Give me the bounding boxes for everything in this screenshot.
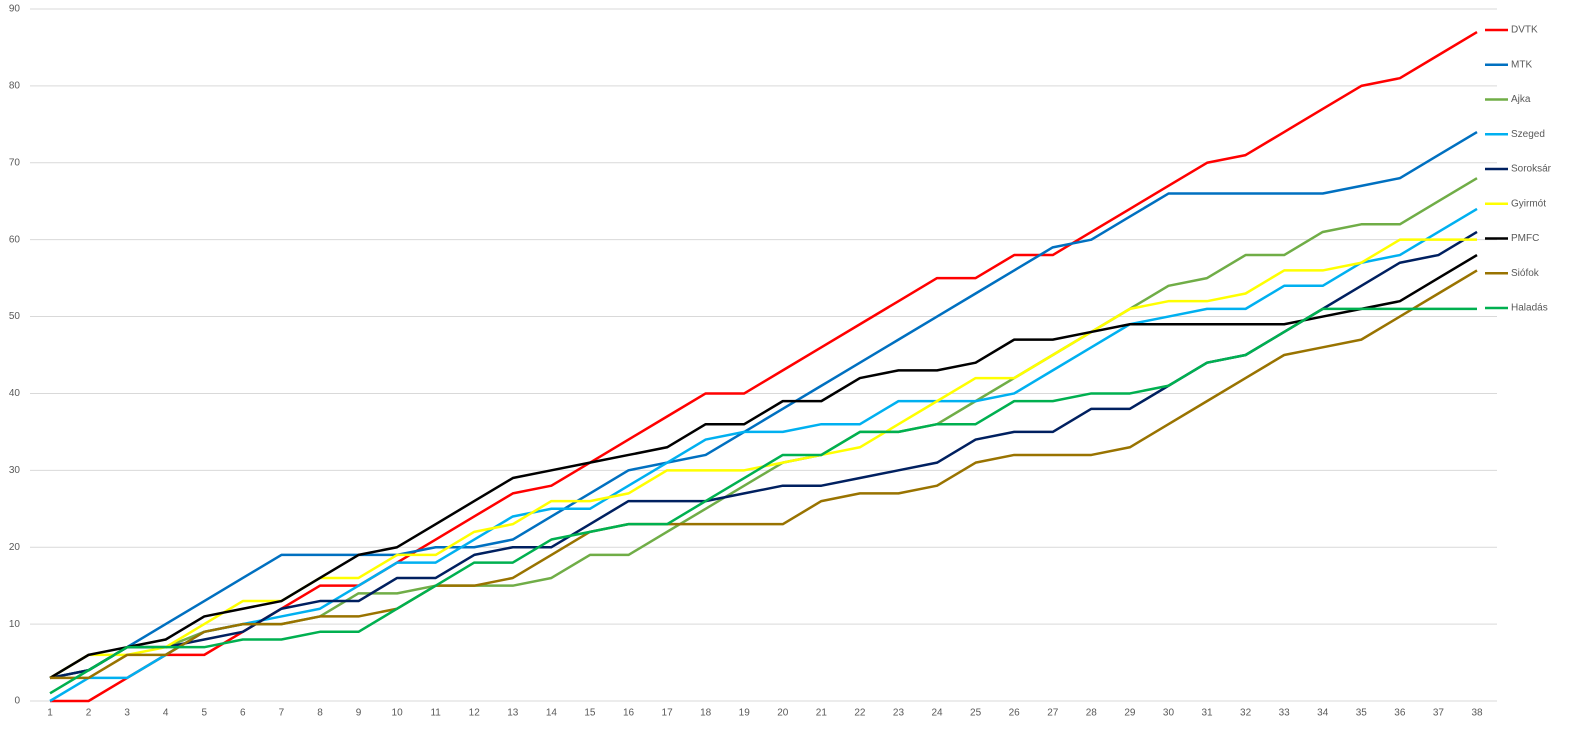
x-tick-label: 36 bbox=[1394, 708, 1406, 719]
y-tick-label: 80 bbox=[9, 81, 21, 92]
x-tick-label: 12 bbox=[469, 708, 481, 719]
x-tick-label: 15 bbox=[584, 708, 596, 719]
x-tick-label: 38 bbox=[1471, 708, 1483, 719]
series-line bbox=[49, 177, 1478, 680]
x-tick-label: 22 bbox=[854, 708, 866, 719]
x-tick-label: 13 bbox=[507, 708, 519, 719]
legend-label: Ajka bbox=[1511, 94, 1531, 105]
legend-label: Haladás bbox=[1511, 303, 1548, 314]
x-tick-label: 4 bbox=[163, 708, 169, 719]
y-tick-label: 0 bbox=[14, 696, 20, 707]
x-tick-label: 27 bbox=[1047, 708, 1059, 719]
series-line bbox=[49, 130, 1478, 680]
x-tick-label: 26 bbox=[1009, 708, 1021, 719]
legend-label: MTK bbox=[1511, 59, 1532, 70]
legend-label: DVTK bbox=[1511, 25, 1538, 36]
y-tick-label: 40 bbox=[9, 388, 21, 399]
x-tick-label: 35 bbox=[1356, 708, 1368, 719]
series-line bbox=[49, 207, 1478, 703]
legend-label: Szeged bbox=[1511, 129, 1545, 140]
legend-label: PMFC bbox=[1511, 233, 1539, 244]
x-tick-label: 28 bbox=[1086, 708, 1098, 719]
legend-label: Siófok bbox=[1511, 268, 1540, 279]
x-tick-label: 30 bbox=[1163, 708, 1175, 719]
x-tick-label: 25 bbox=[970, 708, 982, 719]
y-tick-label: 20 bbox=[9, 542, 21, 553]
x-tick-label: 29 bbox=[1124, 708, 1136, 719]
x-tick-label: 33 bbox=[1279, 708, 1291, 719]
x-tick-label: 19 bbox=[739, 708, 751, 719]
legend-label: Soroksár bbox=[1511, 164, 1552, 175]
x-tick-label: 3 bbox=[124, 708, 130, 719]
x-tick-label: 18 bbox=[700, 708, 712, 719]
y-tick-label: 50 bbox=[9, 311, 21, 322]
series-line bbox=[50, 30, 1478, 703]
x-tick-label: 32 bbox=[1240, 708, 1252, 719]
x-tick-label: 10 bbox=[392, 708, 404, 719]
x-tick-label: 23 bbox=[893, 708, 905, 719]
x-tick-label: 21 bbox=[816, 708, 828, 719]
x-tick-label: 5 bbox=[201, 708, 207, 719]
x-tick-label: 11 bbox=[430, 708, 441, 719]
y-tick-label: 90 bbox=[9, 4, 21, 15]
y-tick-label: 10 bbox=[9, 619, 21, 630]
x-tick-label: 37 bbox=[1433, 708, 1445, 719]
x-tick-label: 1 bbox=[47, 708, 53, 719]
x-tick-label: 14 bbox=[546, 708, 558, 719]
y-tick-label: 30 bbox=[9, 465, 21, 476]
x-tick-label: 6 bbox=[240, 708, 246, 719]
x-tick-label: 8 bbox=[317, 708, 323, 719]
y-tick-label: 60 bbox=[9, 234, 21, 245]
series-line bbox=[50, 269, 1478, 680]
x-tick-label: 16 bbox=[623, 708, 635, 719]
legend-label: Gyirmót bbox=[1511, 198, 1546, 209]
x-tick-label: 20 bbox=[777, 708, 789, 719]
x-tick-label: 31 bbox=[1201, 708, 1213, 719]
x-tick-label: 2 bbox=[86, 708, 92, 719]
x-tick-label: 7 bbox=[279, 708, 285, 719]
x-tick-label: 34 bbox=[1317, 708, 1329, 719]
y-tick-label: 70 bbox=[9, 157, 21, 168]
x-tick-label: 9 bbox=[356, 708, 362, 719]
series-line bbox=[49, 238, 1477, 680]
series-line bbox=[49, 307, 1477, 695]
x-tick-label: 24 bbox=[931, 708, 943, 719]
series-line bbox=[49, 253, 1478, 680]
x-tick-label: 17 bbox=[662, 708, 674, 719]
